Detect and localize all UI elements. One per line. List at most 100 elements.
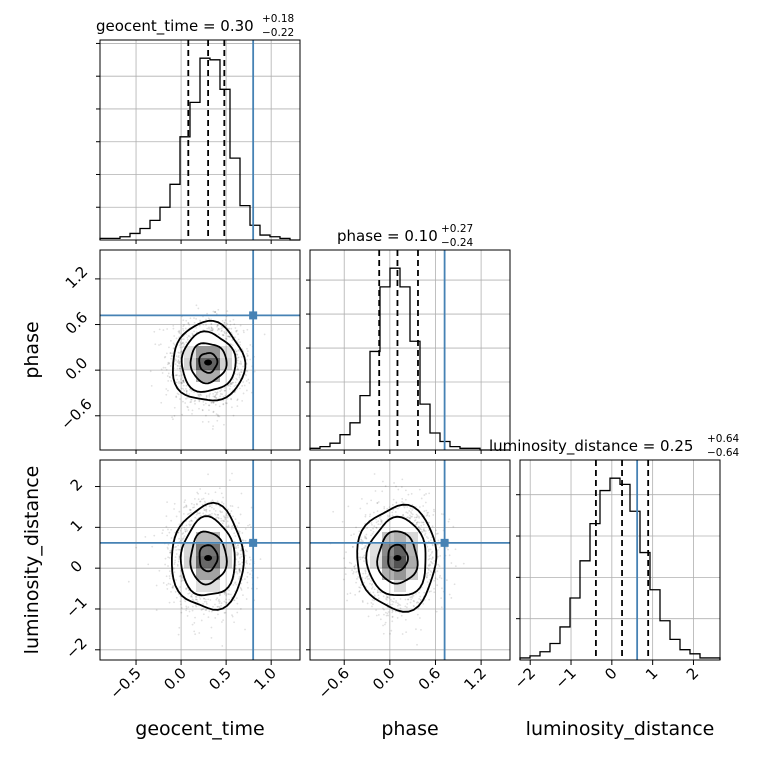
scatter-point	[194, 399, 197, 402]
scatter-point	[208, 509, 211, 512]
scatter-point	[406, 512, 409, 514]
scatter-point	[223, 611, 226, 614]
scatter-point	[430, 561, 433, 564]
scatter-point	[236, 329, 239, 332]
scatter-point	[190, 519, 193, 522]
scatter-point	[168, 346, 170, 349]
scatter-point	[210, 503, 213, 506]
scatter-point	[352, 571, 355, 573]
scatter-point	[225, 525, 228, 528]
scatter-point	[402, 515, 404, 518]
scatter-point	[230, 397, 232, 400]
scatter-point	[169, 352, 172, 355]
scatter-point	[204, 509, 206, 511]
scatter-point	[428, 521, 431, 524]
scatter-point	[428, 598, 431, 601]
scatter-point	[420, 497, 423, 500]
contour-line	[198, 544, 219, 573]
scatter-point	[427, 511, 430, 514]
scatter-point	[218, 594, 221, 597]
scatter-point	[355, 581, 358, 584]
scatter-point	[181, 338, 183, 341]
scatter-point	[408, 510, 411, 512]
scatter-point	[199, 320, 202, 323]
scatter-point	[185, 605, 188, 608]
scatter-point	[219, 392, 222, 395]
scatter-point	[201, 420, 204, 423]
scatter-point	[238, 374, 241, 376]
scatter-point	[383, 505, 386, 508]
scatter-point	[232, 318, 235, 321]
scatter-point	[177, 633, 180, 636]
scatter-point	[253, 370, 256, 373]
scatter-point	[162, 582, 165, 584]
scatter-point	[387, 611, 390, 613]
scatter-point	[234, 581, 237, 584]
scatter-point	[229, 385, 232, 388]
scatter-point	[229, 382, 232, 385]
truth-marker	[249, 311, 258, 320]
scatter-point	[212, 392, 215, 395]
scatter-point	[255, 587, 258, 590]
scatter-point	[217, 324, 219, 327]
scatter-point	[231, 472, 233, 475]
scatter-point	[210, 327, 213, 330]
scatter-point	[217, 414, 219, 416]
scatter-point	[176, 361, 179, 364]
scatter-point	[358, 590, 361, 592]
scatter-point	[230, 331, 233, 334]
scatter-point	[219, 606, 221, 609]
scatter-point	[202, 608, 205, 610]
scatter-point	[202, 507, 205, 510]
scatter-point	[181, 387, 183, 390]
scatter-point	[238, 570, 241, 573]
scatter-point	[178, 626, 181, 629]
scatter-point	[228, 335, 231, 338]
scatter-point	[372, 531, 375, 533]
scatter-point	[376, 510, 379, 513]
panel-border	[309, 249, 511, 451]
scatter-point	[221, 333, 224, 336]
scatter-point	[236, 554, 239, 557]
scatter-point	[437, 563, 440, 566]
scatter-point	[401, 497, 404, 500]
scatter-point	[391, 603, 394, 606]
scatter-point	[210, 401, 213, 404]
scatter-point	[221, 326, 224, 329]
scatter-point	[216, 323, 219, 326]
scatter-point	[418, 598, 421, 600]
scatter-point	[425, 514, 428, 517]
scatter-point	[193, 622, 196, 624]
density-cell	[196, 346, 208, 358]
scatter-point	[202, 512, 205, 515]
scatter-point	[193, 630, 196, 633]
scatter-point	[370, 499, 373, 502]
scatter-point	[217, 308, 220, 311]
scatter-point	[332, 510, 335, 513]
scatter-point	[243, 384, 246, 387]
scatter-point	[203, 600, 206, 603]
scatter-point	[185, 319, 188, 322]
scatter-point	[200, 609, 203, 611]
tick-label-y-phase: 0.0	[62, 354, 92, 384]
scatter-point	[167, 556, 169, 559]
scatter-point	[194, 604, 197, 607]
scatter-point	[193, 317, 195, 320]
scatter-point	[208, 395, 211, 398]
scatter-point	[395, 601, 397, 604]
scatter-point	[208, 394, 211, 397]
scatter-point	[376, 502, 379, 505]
scatter-point	[224, 389, 227, 392]
scatter-point	[164, 563, 167, 566]
scatter-point	[210, 318, 213, 321]
scatter-point	[407, 516, 409, 519]
scatter-point	[431, 550, 434, 553]
scatter-point	[198, 399, 201, 402]
xlabel-luminosity-distance: luminosity_distance	[526, 718, 715, 740]
scatter-point	[367, 615, 370, 618]
scatter-point	[177, 560, 180, 563]
scatter-point	[167, 372, 170, 375]
scatter-point	[155, 609, 158, 611]
scatter-point	[182, 388, 185, 390]
tick-label-y-phase: 1.2	[62, 263, 92, 293]
